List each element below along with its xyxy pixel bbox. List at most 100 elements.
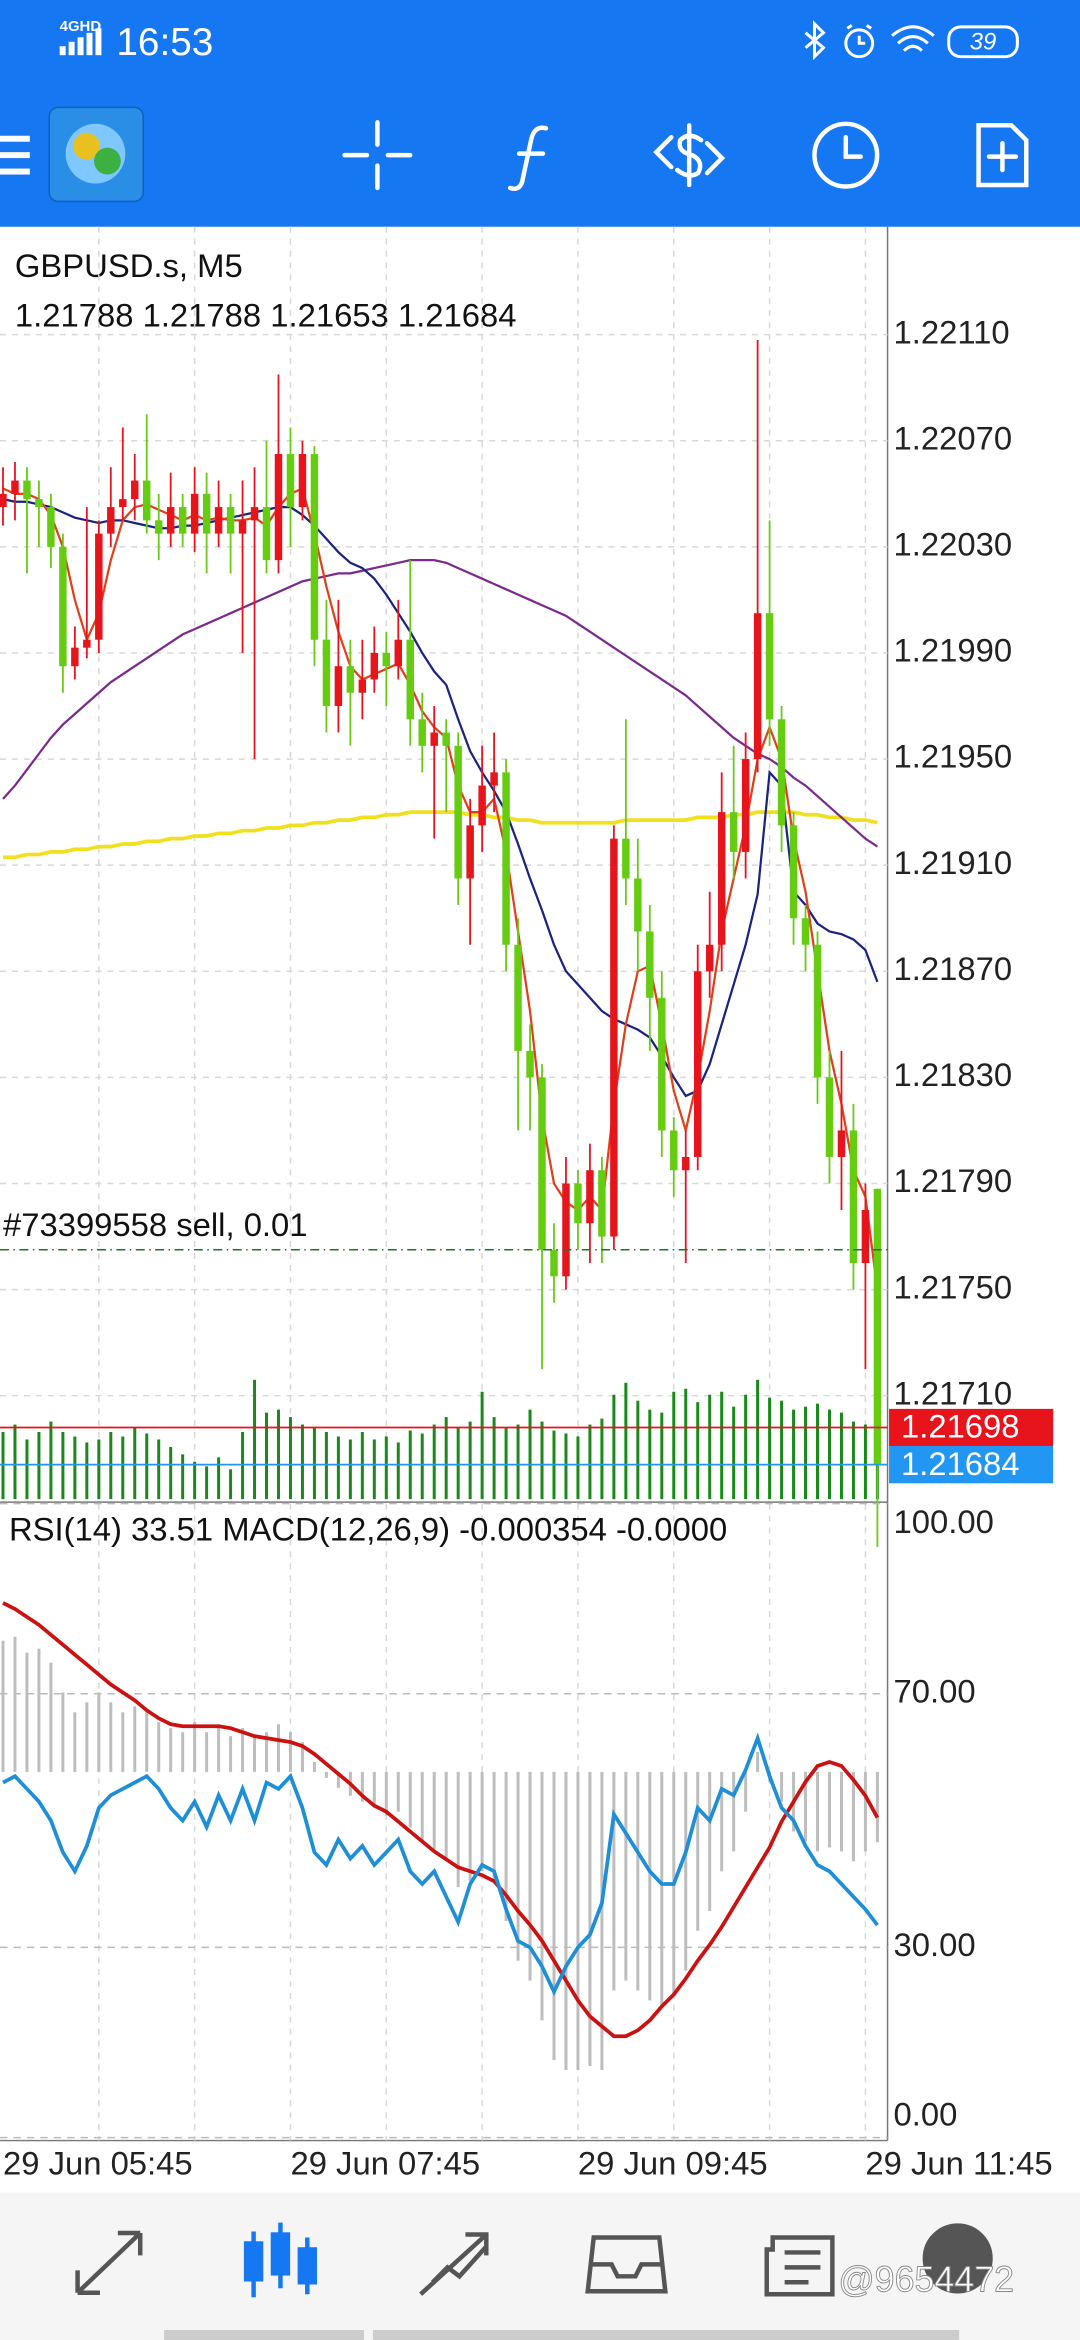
volume-bar xyxy=(229,1469,233,1500)
histogram-bar xyxy=(827,1771,831,1848)
histogram-bar xyxy=(732,1771,736,1852)
volume-bar xyxy=(348,1439,352,1500)
crosshair-icon[interactable] xyxy=(342,120,413,191)
histogram-bar xyxy=(708,1771,712,1912)
volume-bar xyxy=(720,1391,724,1500)
plot: 1.22110 1.22070 1.22030 1.21990 1.21950 1.219… xyxy=(0,226,1054,2182)
histogram-bar xyxy=(408,1771,412,1828)
volume-bar xyxy=(612,1394,616,1500)
volume-bar xyxy=(444,1417,448,1500)
candle-body xyxy=(430,732,438,746)
nav-news[interactable] xyxy=(764,2235,835,2297)
candle-body xyxy=(490,772,498,786)
history-icon[interactable] xyxy=(812,121,880,189)
histogram-bar xyxy=(564,1771,568,2071)
candle-body xyxy=(837,1130,846,1157)
nav-icons xyxy=(75,2222,993,2298)
indicator-line xyxy=(2,1601,880,2039)
candle-body xyxy=(694,971,702,1157)
app-logo[interactable] xyxy=(48,106,144,203)
volume-bar xyxy=(61,1432,65,1500)
candle-body xyxy=(610,838,618,1237)
volume-bar xyxy=(396,1442,400,1500)
histogram-bar xyxy=(660,1771,664,2007)
volume-bar xyxy=(217,1457,221,1500)
histogram-bar xyxy=(612,1771,616,1991)
volume-bar xyxy=(504,1427,508,1500)
nav-chart[interactable] xyxy=(243,2222,317,2298)
volume-bar xyxy=(241,1432,245,1500)
candle-body xyxy=(131,480,139,500)
histogram-bar xyxy=(300,1742,304,1772)
volume-bar xyxy=(157,1439,161,1500)
candle-body xyxy=(382,652,391,667)
histogram-bar xyxy=(312,1761,316,1772)
candle-body xyxy=(394,639,403,667)
y-tick-label: 0.00 xyxy=(894,2095,958,2132)
candle-body xyxy=(873,1188,882,1465)
histogram-bar xyxy=(756,1752,760,1772)
volume-bar xyxy=(827,1409,831,1500)
candle-body xyxy=(765,613,774,720)
x-tick-label: 29 Jun 11:45 xyxy=(865,2145,1052,2182)
histogram-bar xyxy=(241,1728,245,1772)
symbol-title: GBPUSD.s, M5 xyxy=(15,247,243,284)
volume-bar xyxy=(576,1436,580,1500)
trade-icon[interactable] xyxy=(653,123,726,188)
candle-body xyxy=(586,1170,594,1224)
nav-messages[interactable] xyxy=(922,2223,993,2294)
histogram-bar xyxy=(839,1771,843,1852)
histogram-bar xyxy=(265,1732,269,1772)
menu-icon[interactable] xyxy=(0,135,30,175)
volume-bar xyxy=(384,1436,388,1500)
nav-trade[interactable] xyxy=(419,2232,489,2296)
y-tick-label: 1.21830 xyxy=(894,1056,1013,1093)
nav-quotes[interactable] xyxy=(75,2230,143,2295)
nav-history[interactable] xyxy=(585,2235,668,2294)
volume-bar xyxy=(265,1412,269,1500)
candle-body xyxy=(286,454,295,508)
candle-body xyxy=(418,719,426,746)
candle-body xyxy=(178,507,187,534)
histogram-bar xyxy=(97,1692,101,1772)
candle-body xyxy=(202,493,211,534)
volume-bar xyxy=(672,1391,676,1500)
candle-body xyxy=(154,520,163,534)
volume-bar xyxy=(744,1394,748,1500)
candle-body xyxy=(214,507,223,534)
histogram-bar xyxy=(576,1771,580,2071)
histogram-bar xyxy=(85,1702,89,1772)
clock-time: 16:53 xyxy=(116,21,213,64)
volume-bar xyxy=(480,1391,484,1500)
histogram-bar xyxy=(516,1771,520,1961)
candle-body xyxy=(226,507,235,534)
volume-bar xyxy=(25,1439,29,1500)
volume-bar xyxy=(492,1417,496,1500)
volume-bar xyxy=(288,1417,292,1500)
y-tick-label: 1.21950 xyxy=(894,738,1013,775)
histogram-bar xyxy=(324,1771,328,1778)
histogram-bar xyxy=(684,1771,688,1971)
moving-average-line xyxy=(2,559,879,848)
volume-bar xyxy=(732,1406,736,1500)
nav-strip xyxy=(372,2330,960,2340)
y-tick-label: 1.21710 xyxy=(894,1374,1013,1411)
indicators-icon[interactable] xyxy=(507,125,549,191)
candle-body xyxy=(658,997,666,1131)
signal-icon xyxy=(59,28,102,56)
bottom-nav xyxy=(0,2192,1080,2340)
x-tick-label: 29 Jun 07:45 xyxy=(290,2145,480,2182)
order-label: #73399558 sell, 0.01 xyxy=(3,1206,308,1243)
histogram-bar xyxy=(528,1771,532,1981)
y-tick-label: 1.21910 xyxy=(894,844,1013,881)
candle-body xyxy=(526,1050,534,1078)
histogram-bar xyxy=(169,1728,173,1772)
candle-body xyxy=(310,454,319,640)
candle-body xyxy=(646,931,654,998)
volume-bar xyxy=(588,1424,592,1500)
new-order-icon[interactable] xyxy=(976,123,1029,188)
histogram-bar xyxy=(780,1771,784,1802)
moving-average-line xyxy=(2,498,879,1098)
watermark: @9654472 xyxy=(838,2260,1014,2300)
